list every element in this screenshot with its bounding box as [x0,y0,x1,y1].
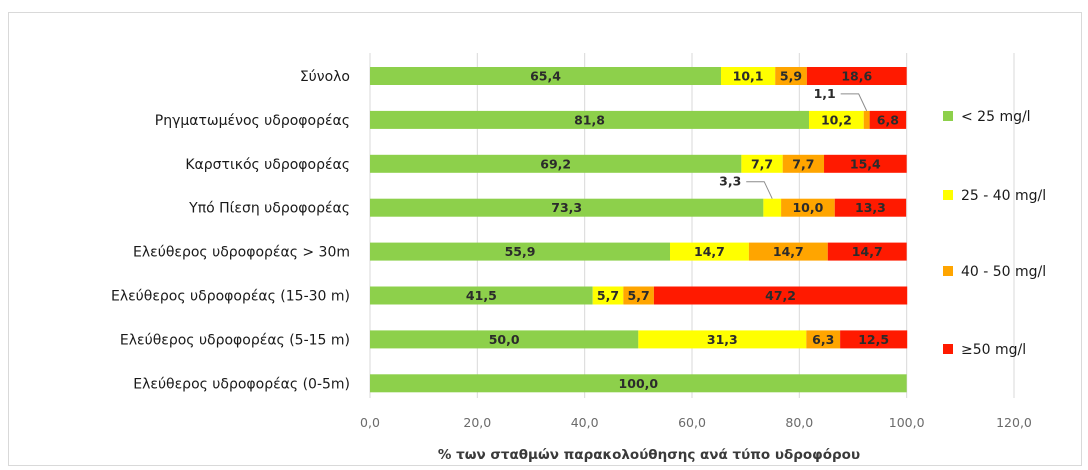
data-label: 10,0 [792,200,823,215]
bar-segment [840,330,908,349]
bar-segment [370,286,593,305]
bar-segment [653,286,908,305]
callout-leader-line [746,181,773,199]
data-label: 73,3 [551,200,582,215]
legend-swatch [943,111,953,121]
bar-segment [370,198,764,217]
bar-segment [827,242,907,261]
data-label: 7,7 [792,156,814,171]
data-label: 15,4 [850,156,881,171]
x-tick-label: 20,0 [463,415,491,430]
category-labels: Σύνολο Ρηγματωμένος υδροφορέας Καρστικός υ… [111,69,350,392]
callout-label: 3,3 [719,174,741,189]
bar-segment [623,286,654,305]
legend-swatch [943,266,953,276]
data-label: 47,2 [765,288,796,303]
bar-segment [638,330,807,349]
gridlines [369,53,1015,398]
bar-segment [781,198,835,217]
bar-segment [370,110,809,129]
legend-entry: 40 - 50 mg/l [961,264,1046,280]
category-label: Ελεύθερος υδροφορέας (5-15 m) [120,332,350,348]
bar-segment [834,198,907,217]
data-label: 5,9 [780,69,802,84]
data-label: 13,3 [855,200,886,215]
data-label: 14,7 [694,244,725,259]
category-label: Ρηγματωμένος υδροφορέας [155,113,350,129]
data-label: 69,2 [540,156,571,171]
bar-segment [869,110,907,129]
category-label: Ελεύθερος υδροφορέας (0-5m) [133,376,350,392]
bar-segment [806,67,907,85]
data-label: 100,0 [619,376,659,391]
data-label: 65,4 [530,69,561,84]
callout-leader-line [840,93,868,112]
bar-segment [763,198,782,217]
stacked-bar-chart: 65,4 10,1 5,9 18,6 81,8 10,2 6,8 69,2 7,7 7,7 15,4… [111,53,1046,463]
bar-segment [824,154,907,173]
chart-frame: 65,4 10,1 5,9 18,6 81,8 10,2 6,8 69,2 7,7 7,7 15,4… [8,12,1082,466]
data-label: 5,7 [597,288,619,303]
legend: < 25 mg/l 25 - 40 mg/l 40 - 50 mg/l ≥50 mg/… [943,109,1046,358]
bar-segment [775,67,807,85]
bar-segment [808,110,864,129]
legend-entry: < 25 mg/l [961,109,1031,125]
x-tick-label: 80,0 [785,415,813,430]
category-label: Ελεύθερος υδροφορέας > 30m [133,245,350,261]
bar-segment [720,67,776,85]
bar-segment [806,330,841,349]
x-tick-label: 40,0 [571,415,599,430]
data-label: 7,7 [751,156,773,171]
bar-segment [741,154,783,173]
bar-series: 65,4 10,1 5,9 18,6 81,8 10,2 6,8 69,2 7,7 7,7 15,4… [370,67,908,393]
x-axis-title: % των σταθμών παρακολούθησης ανά τύπο υδ… [438,447,860,463]
legend-swatch [943,190,953,200]
callout-label: 1,1 [814,86,836,101]
bar-segment [370,242,670,261]
bar-segment [370,374,907,393]
data-label: 31,3 [707,332,738,347]
x-tick-label: 120,0 [996,415,1032,430]
data-label: 10,2 [821,112,852,127]
x-axis-ticks: 0,0 20,0 40,0 60,0 80,0 100,0 120,0 [360,415,1032,430]
legend-entry: 25 - 40 mg/l [961,188,1046,204]
data-label: 12,5 [858,332,889,347]
data-label: 81,8 [574,112,605,127]
category-label: Σύνολο [300,69,350,85]
x-tick-label: 0,0 [360,415,380,430]
bar-segment [748,242,828,261]
data-label: 50,0 [489,332,520,347]
category-label: Υπό Πίεση υδροφορέας [188,201,350,217]
data-label: 55,9 [505,244,536,259]
bar-segment [370,67,721,85]
data-label: 41,5 [466,288,497,303]
legend-swatch [943,344,953,354]
data-label: 14,7 [773,244,804,259]
data-label: 6,3 [812,332,834,347]
data-label: 18,6 [841,69,872,84]
callout-labels: 1,1 3,3 [719,86,868,199]
category-label: Ελεύθερος υδροφορέας (15-30 m) [111,289,350,305]
data-label: 5,7 [628,288,650,303]
bar-segment [592,286,624,305]
bar-segment [669,242,749,261]
data-label: 10,1 [733,69,764,84]
x-tick-label: 100,0 [889,415,925,430]
bar-segment [863,110,870,129]
x-tick-label: 60,0 [678,415,706,430]
legend-entry: ≥50 mg/l [961,342,1026,358]
data-label: 14,7 [852,244,883,259]
bar-segment [370,330,639,349]
bar-segment [370,154,742,173]
bar-segment [782,154,825,173]
category-label: Καρστικός υδροφορέας [185,157,350,173]
data-label: 6,8 [877,112,899,127]
